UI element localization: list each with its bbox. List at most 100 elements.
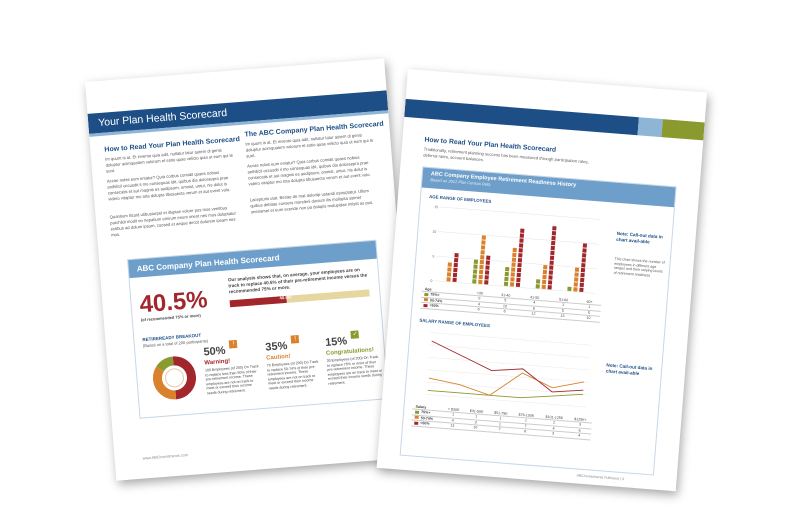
table-cell: 8	[511, 427, 539, 436]
bar-square	[517, 267, 522, 273]
bar-square	[453, 257, 459, 263]
bar-square	[551, 240, 556, 246]
bar-square	[511, 257, 517, 262]
replacement-bar-value: 40.5%	[279, 294, 292, 301]
gridline	[426, 381, 588, 395]
bar-square	[573, 287, 578, 292]
gridline	[436, 255, 597, 269]
bar-square	[518, 248, 523, 253]
bar-square	[505, 266, 510, 272]
bar-square	[511, 267, 516, 272]
bar-square	[542, 269, 548, 275]
header-band-olive	[661, 119, 705, 141]
bar-square	[447, 267, 452, 272]
bar-square	[453, 262, 458, 268]
right-page-footer: ABCInvestments Fulfiment | 3	[576, 473, 625, 482]
bar-square	[516, 272, 521, 278]
bar-square	[547, 285, 552, 290]
bar-square	[509, 282, 515, 287]
bar-square	[580, 267, 586, 273]
caution-icon: !	[291, 334, 300, 344]
table-cell: 6	[489, 307, 520, 316]
series-swatch	[423, 298, 429, 302]
series-swatch	[423, 303, 428, 308]
header-band-light	[637, 117, 663, 138]
segment-percent: 15%	[324, 335, 348, 349]
bar-square	[512, 247, 517, 253]
gridline	[430, 332, 591, 346]
bar-square	[485, 265, 490, 270]
table-cell: 13	[441, 422, 464, 430]
segment-ontrack: 15% ✓ Congratulations! 30 Employees (of …	[324, 329, 383, 387]
salary-line-chart	[425, 332, 591, 408]
bar-square	[446, 277, 451, 282]
bar-square	[515, 282, 521, 288]
table-cell: 13	[547, 312, 578, 321]
bar-square	[574, 267, 580, 272]
table-cell: 12	[518, 309, 549, 318]
donut-segment-caution	[152, 356, 196, 400]
table-cell: 10	[462, 423, 488, 432]
bar-square	[579, 282, 584, 288]
bar-square	[481, 235, 486, 240]
table-cell: 4	[567, 432, 591, 440]
bar-square	[517, 258, 523, 263]
bar-square	[512, 252, 517, 258]
segment-text: 70 Employees (of 200) On Track to replac…	[266, 359, 319, 391]
bar-square	[549, 265, 554, 270]
bar-square	[481, 240, 486, 245]
segment-text: 100 Employees (of 200) On Track to repla…	[204, 364, 259, 396]
how-to-paragraph: Quantium llicuid utibustorpel et illupia…	[109, 205, 237, 238]
bar-square	[574, 277, 579, 282]
left-page-footer: www.ABCinvestments.com	[142, 453, 189, 461]
bar-square	[549, 260, 554, 265]
segment-warning: 50% ! Warning! 100 Employees (of 200) On…	[203, 338, 262, 396]
bar-square	[446, 272, 452, 277]
series-line	[431, 340, 584, 393]
age-chart-note: Note: Call-out data in chart avail-able	[616, 230, 664, 245]
bar-square	[581, 258, 586, 263]
bar-square	[549, 255, 555, 261]
bar-square	[472, 269, 478, 274]
bar-square	[452, 277, 457, 283]
donut-segment-ontrack	[152, 356, 196, 400]
bar-square	[535, 284, 540, 289]
readiness-donut	[152, 356, 196, 400]
bar-square	[519, 233, 525, 238]
bar-square	[511, 262, 516, 267]
y-tick-label: 15	[434, 205, 438, 209]
replacement-bar-fill	[229, 295, 287, 308]
bar-square	[582, 243, 588, 248]
bar-square	[447, 262, 452, 267]
bar-square	[478, 274, 483, 280]
warning-icon: !	[229, 339, 238, 349]
bar-square	[516, 277, 521, 283]
scorecard-card: ABC Company Plan Health Scorecard 40.5% …	[127, 239, 389, 419]
age-bar-chart: 0 5 10 15	[430, 205, 601, 294]
series-label: <50%	[411, 419, 442, 428]
segment-percent: 50%	[203, 344, 227, 359]
bar-square	[484, 270, 490, 275]
gridline	[425, 394, 587, 408]
bar-square	[567, 286, 572, 292]
donut-inner-ring	[164, 368, 184, 388]
bar-square	[484, 275, 489, 280]
bar-square	[503, 281, 509, 287]
left-page: Your Plan Health Scorecard How to Read Y…	[85, 58, 416, 481]
bar-square	[573, 282, 578, 287]
bar-square	[453, 267, 458, 273]
bar-square	[520, 228, 525, 233]
y-tick-label: 0	[430, 279, 432, 283]
bar-square	[478, 279, 483, 285]
bar-square	[472, 279, 477, 284]
bar-square	[582, 248, 587, 253]
company-paragraph: Accae nobis eum eniatur? Quia corbus com…	[246, 154, 371, 187]
bar-square	[541, 279, 547, 285]
age-chart-note-text: This chart shows the number of employees…	[613, 256, 665, 278]
bar-square	[574, 272, 579, 277]
series-swatch	[424, 292, 429, 297]
bar-square	[504, 276, 509, 282]
segment-caution: 35% ! Caution! 70 Employees (of 200) On …	[265, 333, 324, 391]
bar-square	[518, 243, 524, 248]
bar-square	[480, 255, 485, 260]
